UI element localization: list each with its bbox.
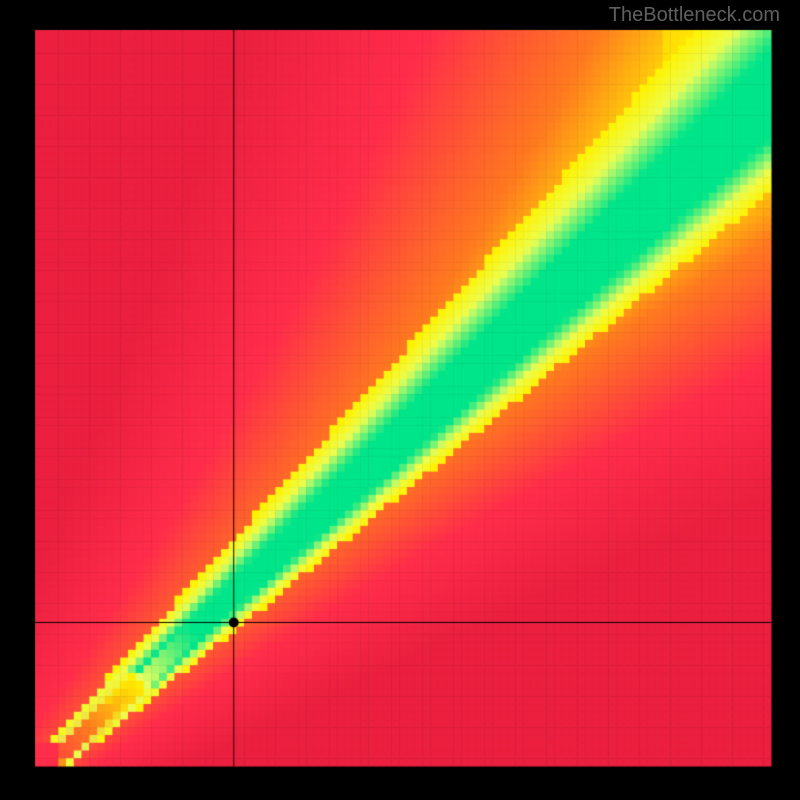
- watermark-text: TheBottleneck.com: [609, 4, 780, 27]
- bottleneck-heatmap: [0, 0, 800, 800]
